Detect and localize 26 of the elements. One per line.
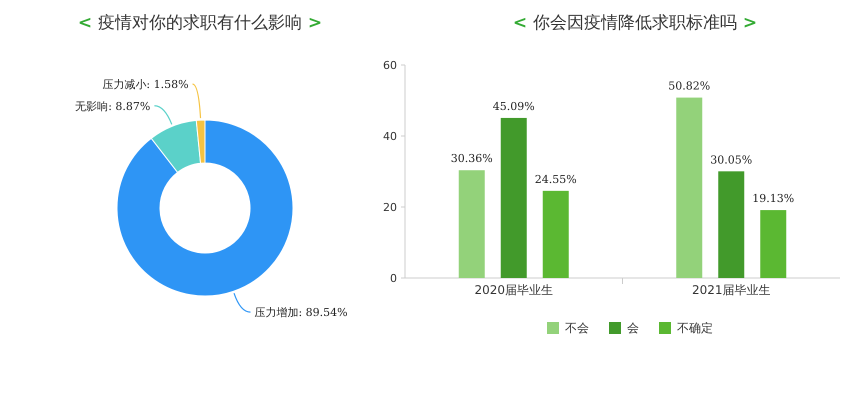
data-label: 24.55% xyxy=(534,172,577,186)
bar xyxy=(542,190,569,278)
data-label: 45.09% xyxy=(492,100,535,113)
x-tick-label: 2020届毕业生 xyxy=(474,283,554,297)
bar xyxy=(718,171,744,278)
bar xyxy=(760,210,786,278)
data-label: 30.36% xyxy=(450,152,493,166)
data-label: 50.82% xyxy=(668,80,710,93)
y-tick-label: 60 xyxy=(383,59,397,72)
chart-title: < 疫情对你的求职有什么影响 > xyxy=(78,13,322,33)
x-tick-label: 2021届毕业生 xyxy=(692,283,771,297)
y-tick-label: 0 xyxy=(390,272,397,285)
data-label: 30.05% xyxy=(710,153,752,166)
chart-title: < 你会因疫情降低求职标准吗 > xyxy=(512,13,758,33)
bar xyxy=(458,170,485,278)
slice-label: 压力增加: 89.54% xyxy=(254,306,348,320)
bar xyxy=(676,98,702,278)
data-label: 19.13% xyxy=(752,192,794,206)
slice-label: 压力减小: 1.58% xyxy=(102,78,189,92)
legend-label: 会 xyxy=(627,321,639,335)
slice-label: 无影响: 8.87% xyxy=(75,100,150,113)
y-tick-label: 40 xyxy=(383,130,397,143)
legend-label: 不确定 xyxy=(677,321,713,335)
y-tick-label: 20 xyxy=(383,201,397,214)
bar xyxy=(500,118,527,278)
legend-label: 不会 xyxy=(565,321,589,335)
